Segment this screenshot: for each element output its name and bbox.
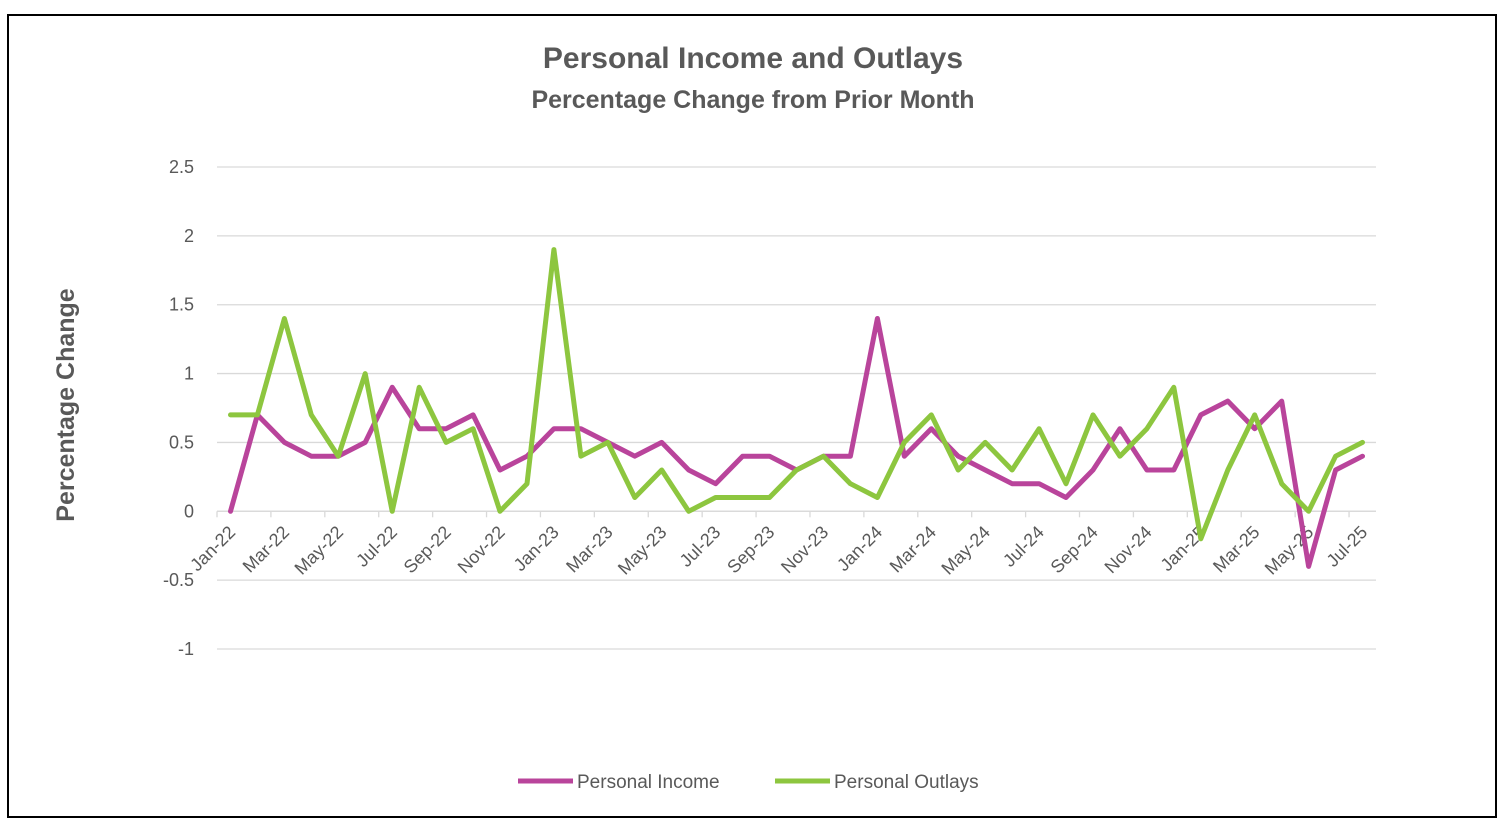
x-tick-label: Jan-22: [186, 522, 239, 575]
y-tick-label: 0: [184, 501, 194, 521]
x-tick-label: Jul-23: [676, 522, 725, 571]
series-line-personal-outlays: [228, 247, 1365, 542]
x-tick-label: Mar-25: [1209, 522, 1263, 576]
chart-title: Personal Income and Outlays: [542, 42, 964, 75]
x-tick-label: Jul-25: [1323, 522, 1372, 571]
x-tick-label: Sep-22: [400, 522, 455, 577]
x-tick-label: Jan-24: [833, 522, 886, 575]
x-tick-label: Nov-22: [454, 522, 509, 577]
y-tick-label: 1.5: [169, 295, 194, 315]
y-tick-label: 1: [184, 364, 194, 384]
x-tick-label: Nov-23: [777, 522, 832, 577]
y-axis-label: Percentage Change: [52, 288, 80, 522]
x-tick-label: Jan-23: [510, 522, 563, 575]
x-tick-label: Jul-22: [352, 522, 401, 571]
y-tick-label: -1: [178, 639, 194, 659]
y-tick-label: 2: [184, 226, 194, 246]
legend-label: Personal Income: [577, 772, 720, 793]
y-tick-label: 0.5: [169, 432, 194, 452]
y-tick-label: -0.5: [163, 570, 194, 590]
y-tick-label: 2.5: [169, 157, 194, 177]
x-tick-label: Jul-24: [999, 522, 1048, 571]
x-tick-label: Sep-24: [1047, 522, 1102, 577]
x-tick-label: May-22: [291, 522, 348, 579]
legend-label: Personal Outlays: [834, 772, 979, 793]
series-lines: [228, 247, 1365, 569]
x-tick-label: May-23: [614, 522, 671, 579]
x-tick-label: Mar-22: [239, 522, 293, 576]
x-tick-label: Mar-23: [562, 522, 616, 576]
legend: Personal Income Personal Outlays: [518, 772, 979, 793]
x-tick-label: May-24: [937, 522, 994, 579]
x-tick-label: May-25: [1261, 522, 1318, 579]
y-axis-title: Percentage Change: [52, 288, 80, 522]
chart-subtitle: Percentage Change from Prior Month: [531, 86, 975, 114]
x-tick-label: Mar-24: [886, 522, 940, 576]
grid-lines: [217, 166, 1376, 650]
x-tick-label: Nov-24: [1101, 522, 1156, 577]
x-tick-label: Sep-23: [723, 522, 778, 577]
y-axis-ticks: 2.5 2 1.5 1 0.5 0 -0.5 -1: [163, 157, 194, 659]
